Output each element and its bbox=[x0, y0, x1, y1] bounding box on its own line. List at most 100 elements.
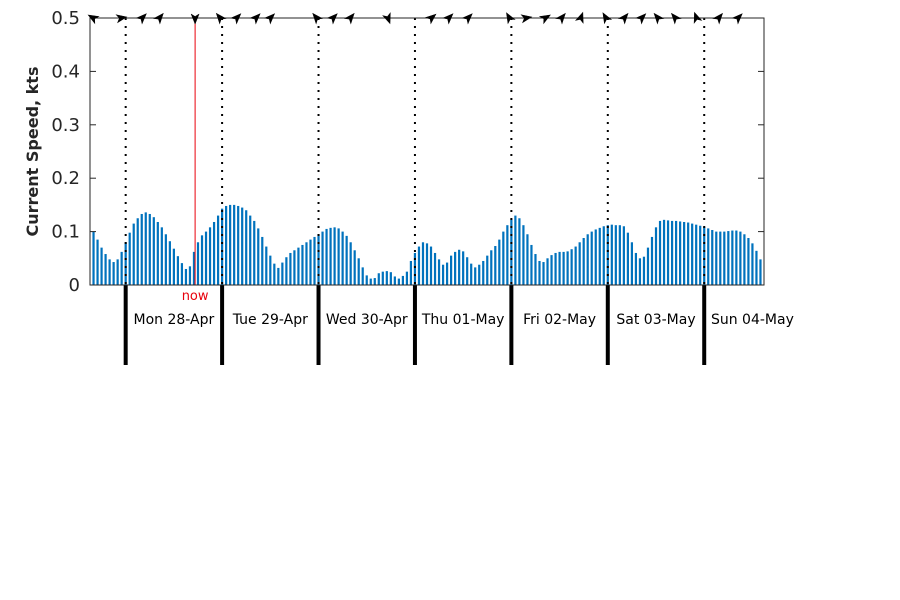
speed-bar bbox=[168, 241, 171, 285]
speed-bar bbox=[208, 227, 212, 285]
direction-arrow-icon bbox=[506, 12, 516, 25]
speed-bar bbox=[494, 246, 497, 285]
speed-bar bbox=[699, 225, 702, 285]
speed-bar bbox=[289, 252, 292, 285]
speed-bar bbox=[237, 205, 240, 285]
speed-bar bbox=[353, 250, 356, 285]
speed-bar bbox=[594, 229, 597, 285]
speed-bar bbox=[606, 225, 609, 285]
speed-bar bbox=[534, 254, 537, 285]
speed-bar bbox=[164, 234, 167, 285]
speed-bar bbox=[687, 222, 690, 285]
direction-arrow-icon bbox=[230, 13, 242, 25]
speed-bar bbox=[662, 219, 666, 285]
speed-bar bbox=[558, 251, 561, 285]
direction-arrow-icon bbox=[326, 13, 338, 25]
speed-bar bbox=[630, 242, 634, 285]
speed-bar bbox=[598, 227, 601, 285]
speed-bar bbox=[329, 227, 332, 285]
speed-bar bbox=[554, 252, 557, 285]
speed-bar bbox=[249, 215, 252, 285]
direction-arrow-icon bbox=[87, 14, 100, 25]
speed-bar bbox=[735, 230, 738, 285]
speed-bar bbox=[216, 215, 220, 285]
speed-bar bbox=[622, 226, 625, 285]
speed-bar bbox=[212, 221, 216, 285]
speed-bar bbox=[401, 275, 404, 285]
speed-bar bbox=[361, 267, 364, 285]
direction-arrow-icon bbox=[343, 12, 355, 25]
direction-arrow-icon bbox=[671, 12, 682, 25]
y-tick-label: 0.2 bbox=[51, 168, 80, 189]
speed-bar bbox=[658, 220, 662, 285]
speed-bar bbox=[116, 259, 119, 285]
speed-bar bbox=[618, 225, 621, 285]
speed-bar bbox=[389, 272, 392, 285]
direction-arrow-icon bbox=[712, 12, 723, 25]
direction-arrow-icon bbox=[115, 14, 128, 24]
y-tick-label: 0.3 bbox=[51, 115, 80, 136]
speed-bar bbox=[341, 231, 344, 285]
speed-bar bbox=[526, 234, 529, 285]
speed-bar bbox=[277, 267, 280, 285]
direction-arrow-icon bbox=[461, 13, 473, 25]
y-tick-label: 0.5 bbox=[51, 8, 80, 29]
speed-bar bbox=[445, 262, 449, 285]
speed-bar bbox=[325, 228, 328, 285]
speed-bar bbox=[650, 236, 654, 285]
speed-bar bbox=[550, 255, 553, 285]
speed-bar bbox=[679, 221, 682, 285]
day-label: Mon 28-Apr bbox=[134, 312, 215, 328]
speed-bar bbox=[626, 232, 629, 285]
speed-bar bbox=[337, 228, 340, 285]
speed-bar bbox=[478, 264, 481, 285]
speed-bar bbox=[755, 250, 758, 285]
speed-bar bbox=[253, 220, 256, 285]
speed-bar bbox=[104, 254, 107, 285]
bar-group bbox=[92, 204, 762, 285]
speed-bar bbox=[546, 258, 549, 285]
speed-bar bbox=[691, 223, 694, 285]
speed-bar bbox=[510, 219, 513, 285]
speed-bar bbox=[305, 242, 308, 285]
now-marker-group: now bbox=[182, 18, 209, 304]
speed-bar bbox=[530, 244, 533, 285]
speed-bar bbox=[578, 242, 581, 285]
speed-bar bbox=[538, 260, 541, 285]
speed-bar bbox=[405, 271, 409, 285]
speed-bar bbox=[727, 231, 730, 285]
speed-bar bbox=[707, 228, 710, 285]
speed-bar bbox=[719, 231, 722, 285]
direction-arrow-icon bbox=[152, 12, 164, 25]
speed-bar bbox=[269, 255, 272, 285]
speed-bar bbox=[301, 244, 304, 285]
day-separator-group bbox=[123, 18, 707, 365]
speed-bar bbox=[144, 212, 147, 285]
speed-bar bbox=[381, 271, 384, 285]
speed-bar bbox=[739, 231, 742, 285]
speed-bar bbox=[285, 257, 288, 285]
speed-bar bbox=[421, 242, 425, 285]
direction-arrow-icon bbox=[731, 13, 743, 25]
speed-bar bbox=[638, 258, 642, 285]
speed-bar bbox=[148, 213, 151, 285]
speed-bar bbox=[112, 262, 115, 285]
speed-bar bbox=[92, 231, 95, 285]
direction-arrow-icon bbox=[574, 11, 584, 24]
speed-bar bbox=[172, 248, 175, 285]
speed-bar bbox=[132, 223, 135, 285]
y-tick-label: 0.1 bbox=[51, 222, 80, 243]
speed-bar bbox=[759, 259, 762, 285]
direction-arrow-icon bbox=[538, 14, 551, 25]
speed-bar bbox=[160, 227, 163, 285]
speed-bar bbox=[586, 234, 589, 285]
speed-bar bbox=[441, 264, 445, 285]
speed-bar bbox=[333, 227, 336, 285]
direction-arrow-group bbox=[87, 11, 743, 25]
speed-bar bbox=[309, 239, 312, 285]
direction-arrow-icon bbox=[653, 12, 665, 25]
speed-bar bbox=[176, 256, 180, 285]
speed-bar bbox=[433, 252, 437, 285]
speed-bar bbox=[188, 266, 192, 285]
